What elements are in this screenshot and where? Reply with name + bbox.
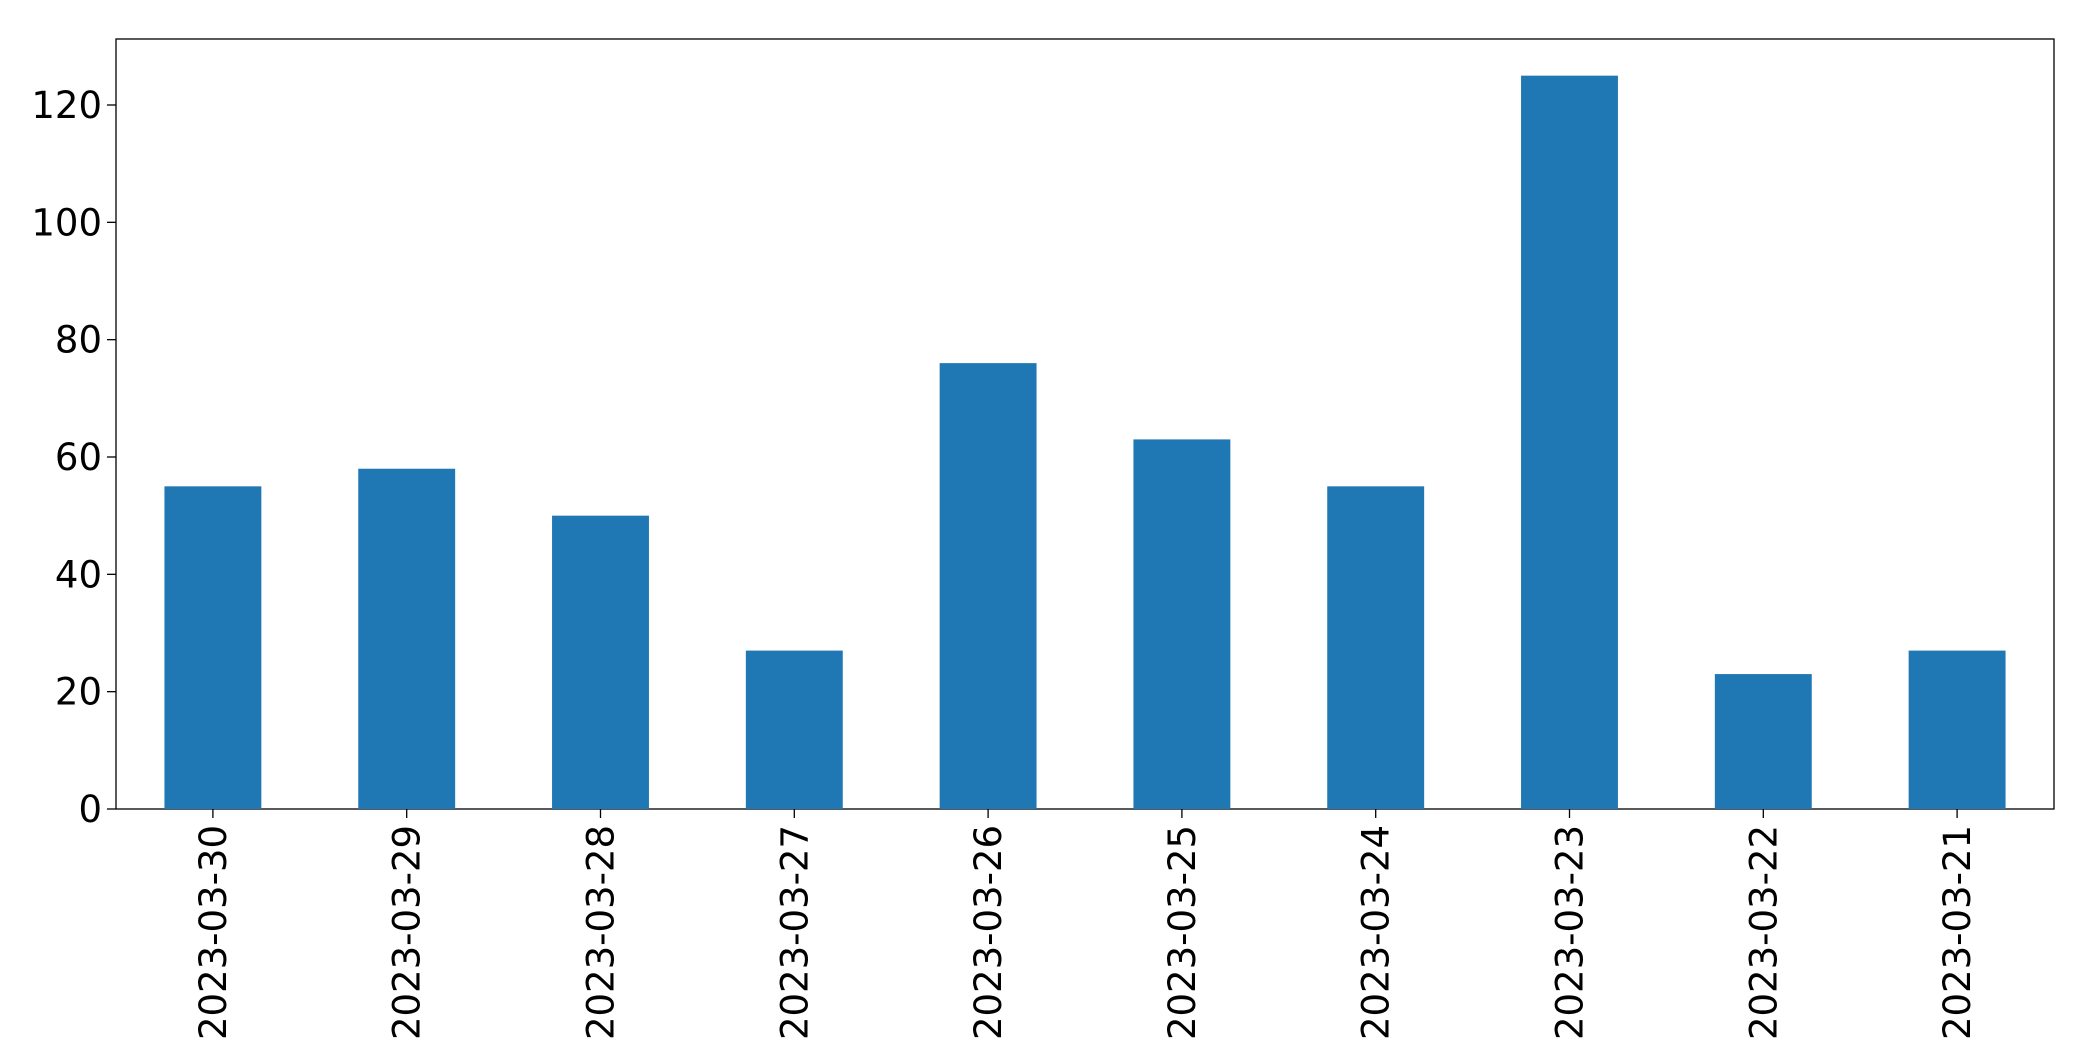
bar: [358, 468, 456, 809]
bar: [1327, 486, 1425, 809]
x-tick-label: 2023-03-23: [1549, 825, 1592, 1040]
x-tick-label: 2023-03-27: [773, 825, 816, 1040]
y-tick-label: 80: [55, 319, 102, 362]
y-tick-label: 120: [31, 84, 102, 127]
x-tick-label: 2023-03-22: [1742, 825, 1785, 1040]
y-tick-label: 60: [55, 436, 102, 479]
bar: [164, 486, 262, 809]
bar: [1521, 75, 1618, 809]
bar: [939, 363, 1037, 809]
bar: [745, 650, 843, 809]
bar: [552, 515, 649, 809]
y-tick-label: 20: [55, 671, 102, 714]
y-tick-label: 40: [55, 553, 102, 596]
x-tick-label: 2023-03-25: [1161, 825, 1204, 1040]
y-tick-label: 0: [78, 788, 102, 831]
y-tick-label: 100: [31, 201, 102, 244]
x-tick-label: 2023-03-26: [967, 825, 1010, 1040]
plot-frame: [115, 38, 2055, 810]
bar: [1133, 439, 1231, 809]
x-tick-label: 2023-03-21: [1936, 825, 1979, 1040]
x-tick-label: 2023-03-28: [580, 825, 623, 1040]
x-tick-label: 2023-03-30: [192, 825, 235, 1040]
bar: [1908, 650, 2006, 809]
bar: [1714, 674, 1812, 809]
x-tick-label: 2023-03-29: [386, 825, 429, 1040]
x-tick-label: 2023-03-24: [1355, 825, 1398, 1040]
